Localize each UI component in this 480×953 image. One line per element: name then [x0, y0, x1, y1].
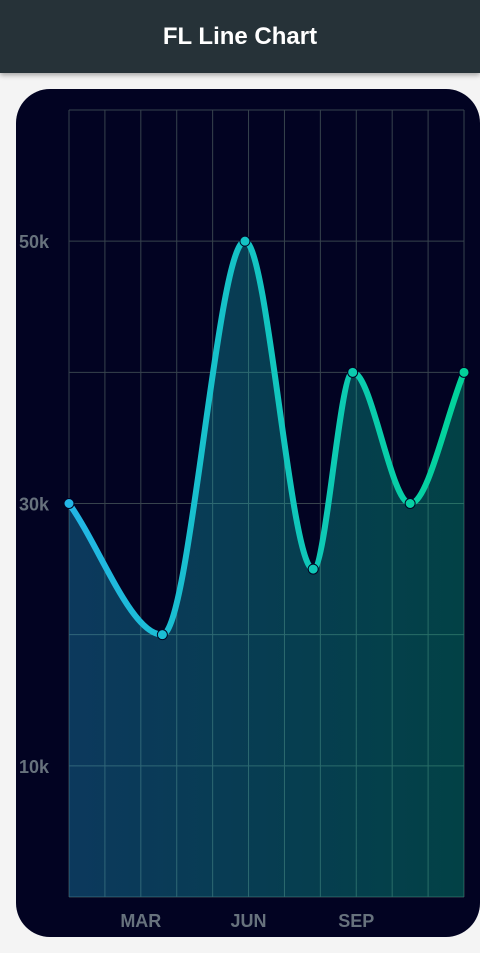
data-point[interactable] — [458, 366, 470, 378]
data-point[interactable] — [156, 629, 168, 641]
data-point[interactable] — [239, 235, 251, 247]
y-tick-label: 30k — [19, 495, 50, 515]
data-point[interactable] — [63, 498, 75, 509]
data-point[interactable] — [307, 563, 319, 575]
y-tick-label: 50k — [19, 232, 50, 252]
x-tick-label: JUN — [231, 911, 267, 931]
axis-labels: 10k 30k 50k MAR JUN SEP — [19, 232, 374, 931]
series-line — [66, 238, 467, 638]
y-tick-label: 10k — [19, 757, 50, 777]
x-tick-label: MAR — [120, 911, 161, 931]
area-fill — [69, 241, 464, 897]
data-point[interactable] — [347, 366, 359, 378]
data-point[interactable] — [404, 498, 416, 509]
x-tick-label: SEP — [338, 911, 374, 931]
app-bar: FL Line Chart — [0, 0, 480, 73]
app-title: FL Line Chart — [162, 22, 318, 50]
data-points — [63, 235, 470, 641]
